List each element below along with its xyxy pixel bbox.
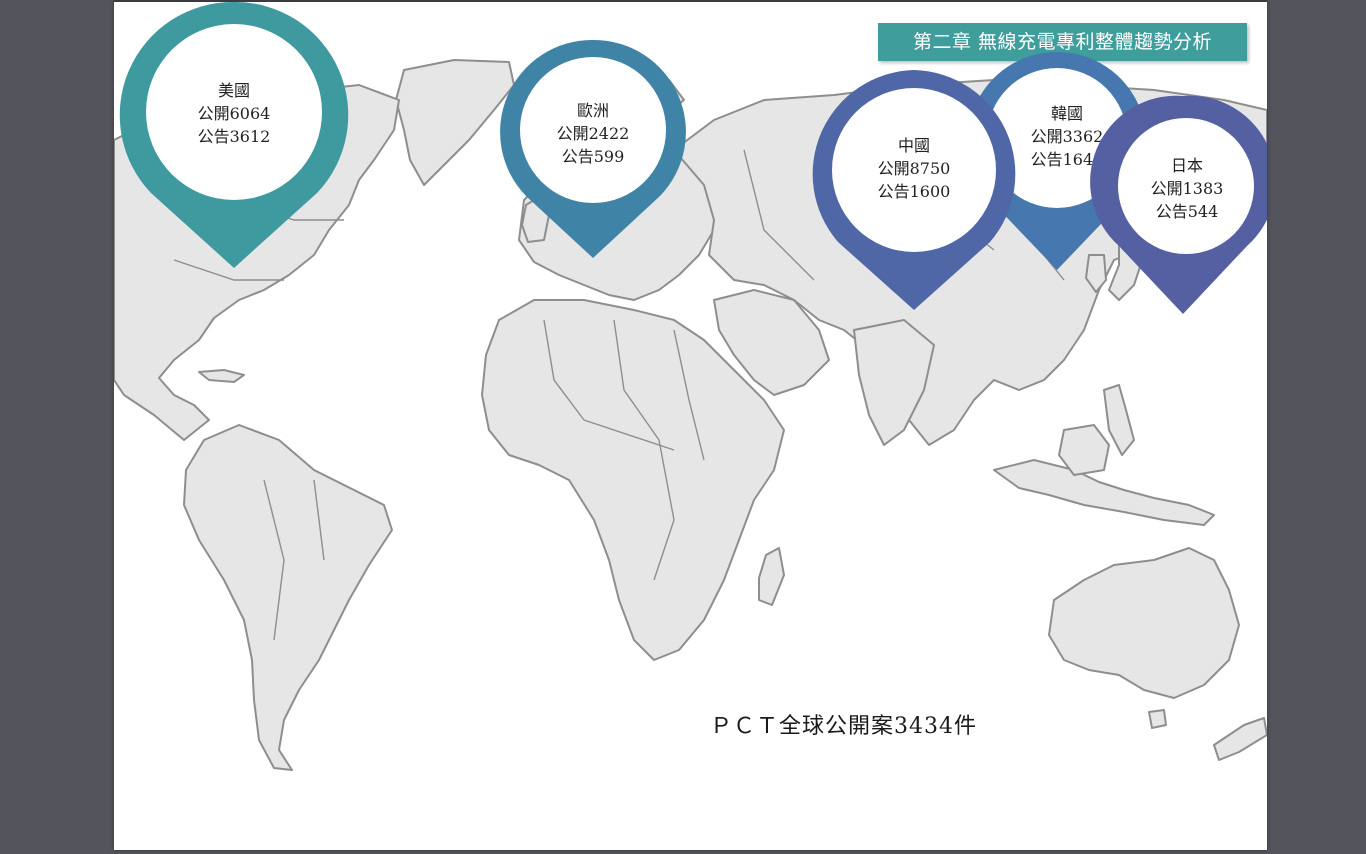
pin-granted-count: 公告1648 xyxy=(1030,150,1104,169)
greenland-shape xyxy=(395,59,515,186)
new-zealand-shape xyxy=(1213,717,1267,761)
pin-granted-count: 公告1600 xyxy=(877,182,951,201)
arabia-shape xyxy=(713,289,830,396)
pin-granted-count: 公告599 xyxy=(561,147,625,166)
pin-granted-count: 公告3612 xyxy=(197,127,271,146)
pin-region-label: 歐洲 xyxy=(576,101,609,120)
pct-total-caption: ＰＣＴ全球公開案3434件 xyxy=(710,714,977,739)
madagascar-shape xyxy=(758,547,785,606)
pin-region-label: 中國 xyxy=(897,136,930,155)
document-page: 第二章 無線充電專利整體趨勢分析 美國 公開6064 公告3612 歐洲 公開2… xyxy=(114,0,1267,850)
australia-shape xyxy=(1048,547,1240,699)
pin-region-label: 日本 xyxy=(1170,156,1203,175)
pin-marker-shape xyxy=(1090,95,1267,314)
pin-marker-shape xyxy=(119,1,349,269)
map-pin-china: 中國 公開8750 公告1600 xyxy=(810,70,1018,310)
india-shape xyxy=(853,319,935,446)
pin-published-count: 公開2422 xyxy=(556,124,630,143)
chapter-title-banner: 第二章 無線充電專利整體趨勢分析 xyxy=(878,23,1247,61)
page-top-edge xyxy=(114,0,1267,2)
pin-marker-shape xyxy=(812,70,1016,310)
africa-shape xyxy=(481,299,785,661)
map-pin-europe: 歐洲 公開2422 公告599 xyxy=(500,39,686,259)
pin-granted-count: 公告544 xyxy=(1155,202,1219,221)
pin-marker-shape xyxy=(500,39,686,259)
pin-published-count: 公開8750 xyxy=(877,159,951,178)
south-america-shape xyxy=(183,424,393,771)
pin-region-label: 韓國 xyxy=(1050,104,1083,123)
borneo-shape xyxy=(1058,424,1110,476)
tasmania-shape xyxy=(1148,709,1167,729)
map-pin-japan: 日本 公開1383 公告544 xyxy=(1090,95,1267,316)
pin-published-count: 公開6064 xyxy=(197,104,271,123)
pin-region-label: 美國 xyxy=(217,81,250,100)
pin-published-count: 公開1383 xyxy=(1150,179,1224,198)
caribbean-shape xyxy=(198,369,245,383)
map-pin-usa: 美國 公開6064 公告3612 xyxy=(119,1,349,269)
korea-shape xyxy=(1085,254,1107,293)
pin-published-count: 公開3362 xyxy=(1030,127,1104,146)
philippines-shape xyxy=(1103,384,1135,456)
